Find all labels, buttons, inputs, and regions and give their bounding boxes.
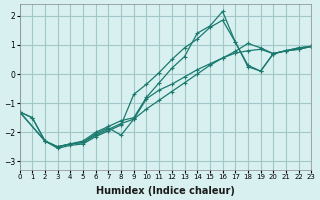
X-axis label: Humidex (Indice chaleur): Humidex (Indice chaleur) bbox=[96, 186, 235, 196]
